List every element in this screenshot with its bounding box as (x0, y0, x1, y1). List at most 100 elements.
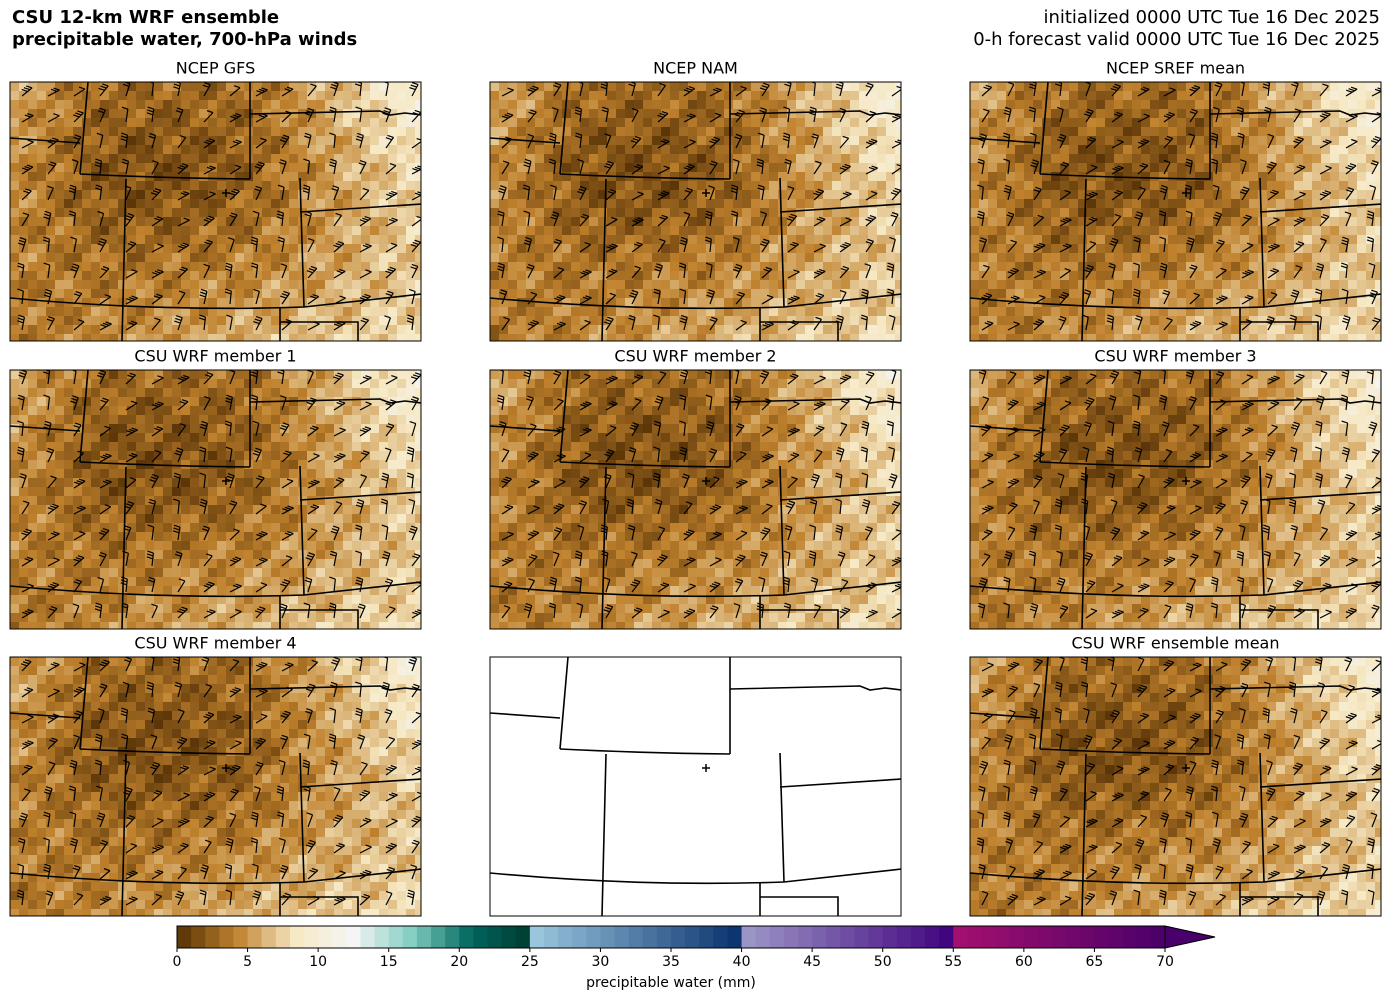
pw-cell (244, 289, 254, 299)
pw-cell (1078, 154, 1088, 164)
pw-cell (841, 208, 851, 218)
pw-cell (235, 334, 245, 344)
pw-cell (91, 163, 101, 173)
pw-cell (634, 109, 644, 119)
pw-cell (787, 226, 797, 236)
pw-cell (244, 325, 254, 335)
pw-cell (643, 145, 653, 155)
pw-cell (316, 217, 326, 227)
pw-cell (832, 199, 842, 209)
pw-cell (73, 100, 83, 110)
pw-cell (562, 235, 572, 245)
pw-cell (1258, 190, 1268, 200)
pw-cell (796, 253, 806, 263)
pw-cell (100, 334, 110, 344)
pw-cell (517, 100, 527, 110)
pw-cell (244, 298, 254, 308)
pw-cell (262, 217, 272, 227)
pw-cell (1276, 253, 1286, 263)
pw-cell (616, 226, 626, 236)
pw-cell (589, 307, 599, 317)
pw-cell (1150, 199, 1160, 209)
pw-cell (1051, 145, 1061, 155)
pw-cell (262, 100, 272, 110)
pw-cell (1177, 154, 1187, 164)
pw-cell (616, 145, 626, 155)
pw-cell (1204, 271, 1214, 281)
pw-cell (490, 82, 500, 92)
pw-cell (415, 208, 425, 218)
pw-cell (895, 334, 905, 344)
pw-cell (886, 325, 896, 335)
pw-cell (841, 118, 851, 128)
pw-cell (1150, 91, 1160, 101)
pw-cell (316, 244, 326, 254)
pw-cell (724, 280, 734, 290)
pw-cell (634, 145, 644, 155)
pw-cell (679, 154, 689, 164)
pw-cell (1357, 91, 1367, 101)
pw-cell (805, 199, 815, 209)
pw-cell (1186, 226, 1196, 236)
pw-cell (1330, 262, 1340, 272)
pw-cell (544, 163, 554, 173)
pw-cell (508, 226, 518, 236)
pw-cell (778, 127, 788, 137)
pw-cell (1114, 100, 1124, 110)
pw-cell (217, 217, 227, 227)
pw-cell (616, 190, 626, 200)
pw-cell (979, 100, 989, 110)
pw-cell (877, 244, 887, 254)
pw-cell (1123, 253, 1133, 263)
pw-cell (46, 118, 56, 128)
pw-cell (1231, 136, 1241, 146)
pw-cell (199, 100, 209, 110)
pw-cell (1078, 100, 1088, 110)
pw-cell (715, 271, 725, 281)
pw-cell (1249, 163, 1259, 173)
pw-cell (895, 244, 905, 254)
pw-cell (1276, 82, 1286, 92)
pw-cell (91, 136, 101, 146)
pw-cell (1267, 181, 1277, 191)
pw-cell (616, 280, 626, 290)
pw-cell (535, 334, 545, 344)
pw-cell (643, 100, 653, 110)
pw-cell (607, 334, 617, 344)
pw-cell (823, 262, 833, 272)
pw-cell (544, 235, 554, 245)
pw-cell (172, 208, 182, 218)
pw-cell (895, 307, 905, 317)
pw-cell (136, 109, 146, 119)
pw-cell (136, 262, 146, 272)
pw-cell (19, 307, 29, 317)
pw-cell (289, 199, 299, 209)
pw-cell (1150, 217, 1160, 227)
pw-cell (988, 91, 998, 101)
pw-cell (1123, 109, 1133, 119)
pw-cell (553, 262, 563, 272)
pw-cell (868, 298, 878, 308)
pw-cell (55, 262, 65, 272)
pw-cell (1150, 82, 1160, 92)
pw-cell (1294, 154, 1304, 164)
pw-cell (271, 127, 281, 137)
map-panel: NCEP GFS (10, 59, 425, 344)
pw-cell (415, 298, 425, 308)
pw-cell (742, 208, 752, 218)
pw-cell (1168, 100, 1178, 110)
pw-cell (1096, 253, 1106, 263)
pw-cell (715, 298, 725, 308)
pw-cell (877, 253, 887, 263)
pw-cell (10, 226, 20, 236)
pw-cell (163, 271, 173, 281)
pw-cell (1258, 118, 1268, 128)
pw-cell (397, 118, 407, 128)
pw-cell (298, 136, 308, 146)
pw-cell (10, 253, 20, 263)
pw-cell (688, 226, 698, 236)
pw-cell (652, 199, 662, 209)
pw-cell (1042, 208, 1052, 218)
pw-cell (361, 109, 371, 119)
pw-cell (796, 235, 806, 245)
